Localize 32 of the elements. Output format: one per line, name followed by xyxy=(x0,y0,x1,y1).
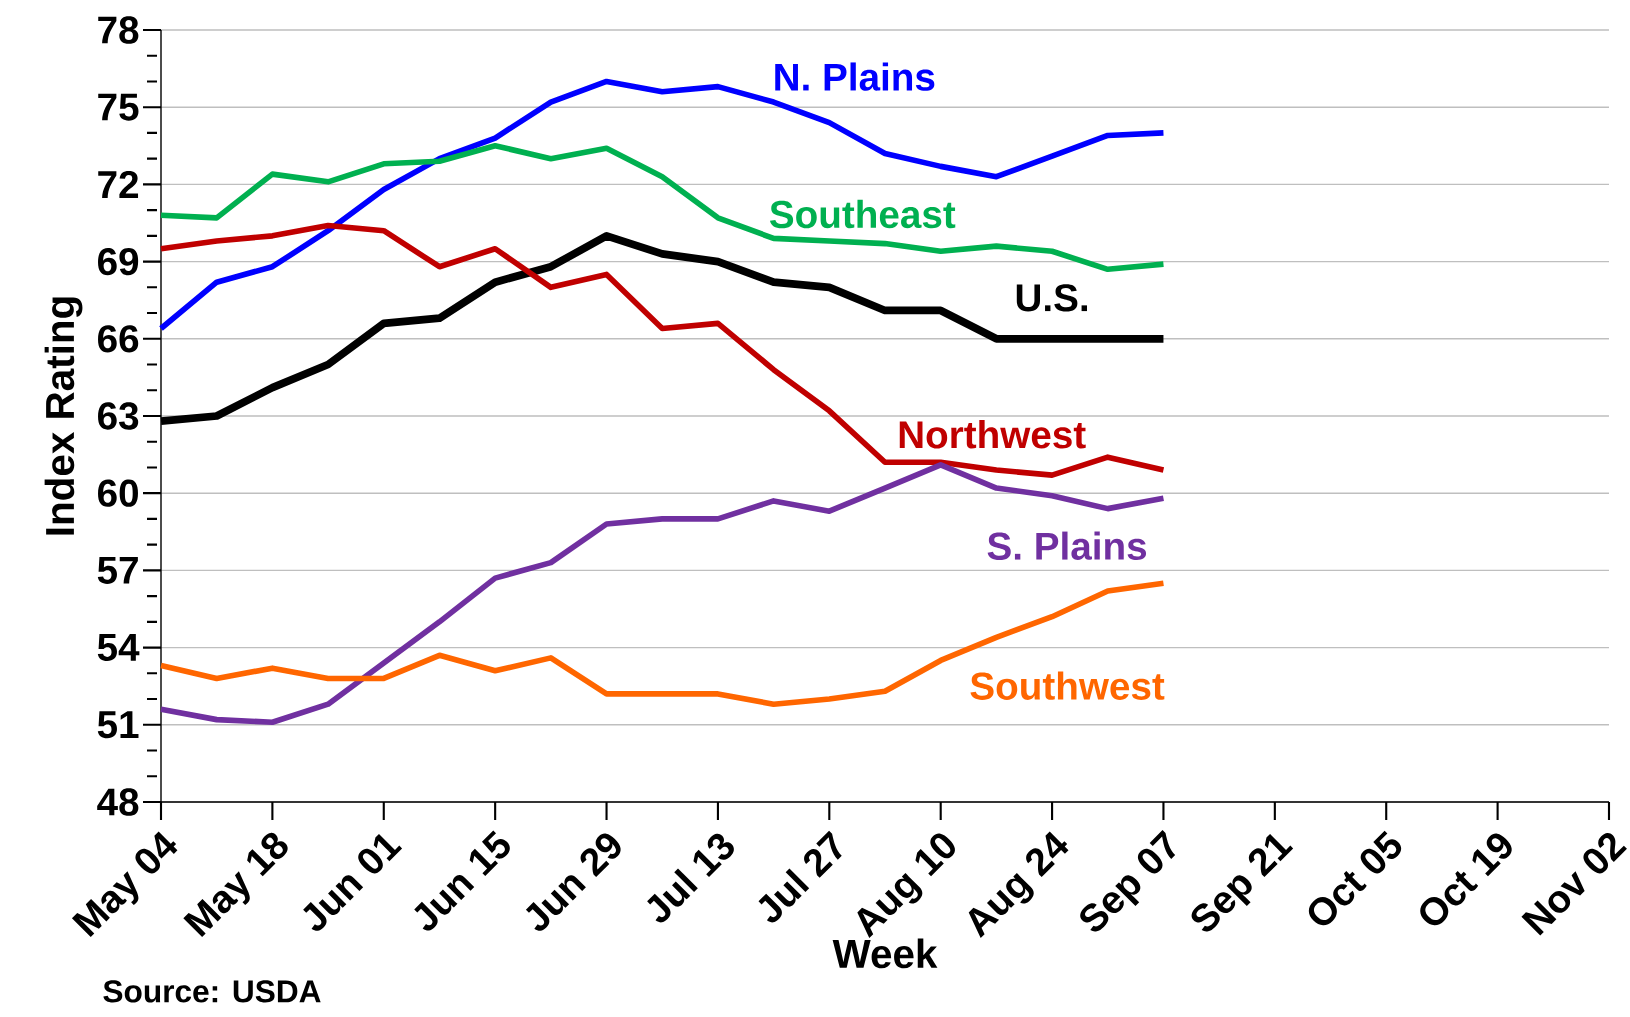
y-tick-label: 69 xyxy=(98,247,139,276)
series-label: Southwest xyxy=(970,671,1165,700)
y-tick-label: 54 xyxy=(97,634,140,662)
x-tick-label: Nov 02 xyxy=(1521,832,1627,936)
series-label: S. Plains xyxy=(987,531,1147,560)
x-tick-label: Jul 27 xyxy=(758,830,842,923)
x-tick-label: Jun 01 xyxy=(303,833,403,931)
x-tick-label: Aug 24 xyxy=(968,831,1069,939)
y-axis-title: Index Rating xyxy=(44,297,83,535)
y-tick-label: 66 xyxy=(98,325,139,353)
y-tick-label: 48 xyxy=(97,788,139,816)
x-tick-label: Jun 15 xyxy=(414,830,510,931)
series-label: U.S. xyxy=(1016,284,1087,312)
y-tick-label: 63 xyxy=(98,402,139,430)
series-label: Northwest xyxy=(899,420,1086,449)
source-note: Source: USDA xyxy=(103,980,321,1003)
y-tick-label: 72 xyxy=(98,170,139,198)
y-tick-label: 57 xyxy=(97,556,138,584)
x-tick-label: Oct 05 xyxy=(1308,830,1402,926)
x-tick-label: Jul 13 xyxy=(647,833,734,923)
x-tick-label: Sep 07 xyxy=(1080,830,1176,932)
y-tick-label: 75 xyxy=(98,93,139,121)
series-label: N. Plains xyxy=(775,62,935,91)
x-tick-label: Jun 29 xyxy=(525,833,621,931)
x-axis-title: Week xyxy=(832,938,938,969)
x-tick-label: Sep 21 xyxy=(1191,833,1294,932)
series-label: Southeast xyxy=(769,199,956,229)
x-tick-label: Oct 19 xyxy=(1420,833,1512,926)
y-tick-label: 51 xyxy=(97,711,139,739)
x-tick-label: Aug 10 xyxy=(857,833,955,939)
y-tick-label: 78 xyxy=(98,16,139,44)
y-tick-label: 60 xyxy=(98,479,138,507)
